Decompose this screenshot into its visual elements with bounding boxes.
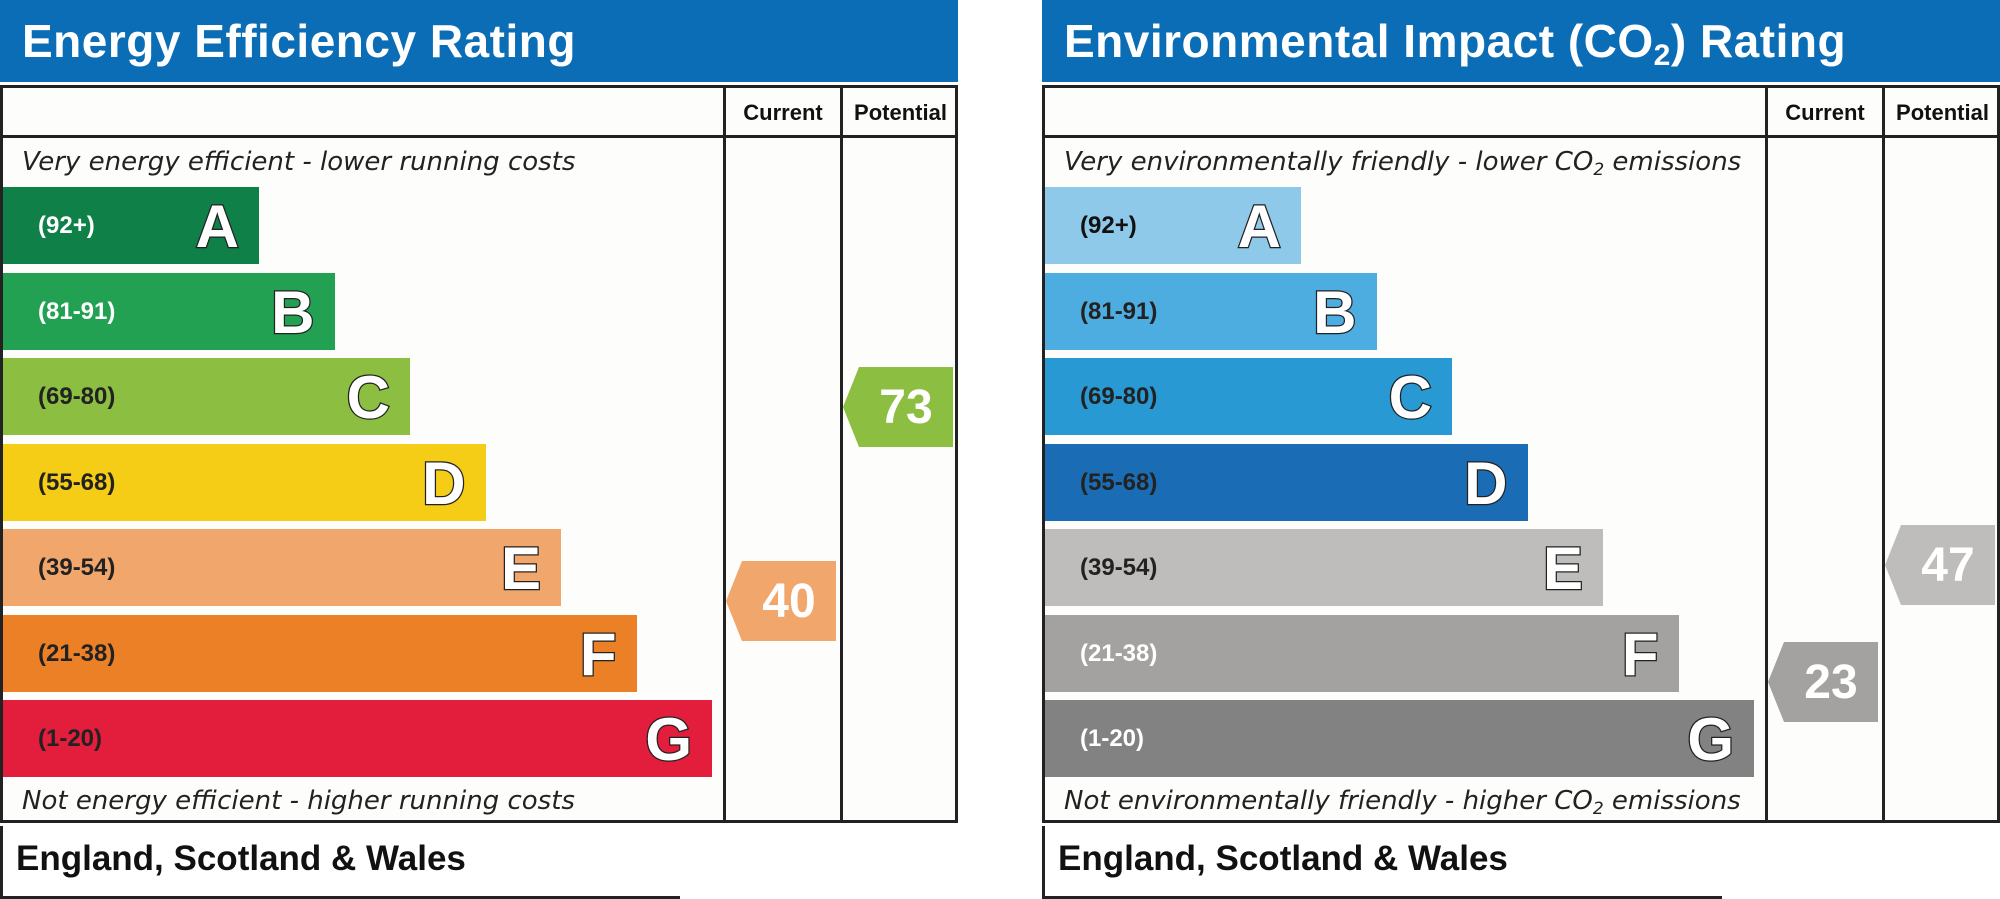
band-range-label: (92+) — [1080, 212, 1137, 239]
potential-rating-marker: 73 — [843, 367, 953, 447]
band-range-label: (81-91) — [38, 297, 116, 325]
potential-column-header: Potential — [854, 100, 947, 125]
rating-band-a: (92+) A — [3, 187, 259, 264]
band-range-label: (81-91) — [1080, 297, 1158, 325]
potential-rating-value: 47 — [1921, 539, 1975, 592]
column-divider — [723, 88, 726, 820]
top-caption-subscript: 2 — [1593, 160, 1605, 180]
environmental-impact-panel: Environmental Impact (CO2) Rating Curren… — [1042, 0, 2000, 899]
energy-efficiency-title: Energy Efficiency Rating — [0, 0, 958, 82]
column-divider — [840, 88, 843, 820]
band-range-label: (39-54) — [1080, 554, 1158, 581]
current-column-header: Current — [743, 100, 823, 125]
environmental-impact-title-text: Environmental Impact (CO — [1064, 15, 1654, 67]
environmental-impact-chart-frame: Current Potential Very environmentally f… — [1042, 85, 2000, 823]
column-divider — [1765, 88, 1768, 820]
band-letter: G — [644, 705, 693, 775]
potential-rating-marker: 47 — [1885, 525, 1995, 605]
top-caption: Very energy efficient - lower running co… — [22, 147, 576, 177]
potential-column-header: Potential — [1896, 100, 1989, 125]
band-range-label: (21-38) — [38, 639, 116, 667]
band-letter: C — [1387, 363, 1433, 433]
rating-band-e: (39-54) E — [1045, 529, 1603, 606]
potential-rating-arrow — [1885, 525, 1995, 605]
band-range-label: (92+) — [38, 212, 95, 239]
rating-band-c: (69-80) C — [1045, 358, 1452, 435]
rating-band-f: (21-38) F — [1045, 614, 1679, 692]
energy-efficiency-panel: Energy Efficiency Rating Current Potenti… — [0, 0, 958, 899]
top-caption: Very environmentally friendly - lower CO… — [1064, 147, 1741, 180]
band-letter: G — [1686, 705, 1735, 775]
rating-band-g: (1-20) G — [3, 700, 712, 777]
band-letter: F — [1621, 619, 1660, 689]
rating-band-d: (55-68) D — [3, 443, 486, 521]
region-footer: England, Scotland & Wales — [0, 826, 680, 899]
rating-band-b: (81-91) B — [1045, 272, 1377, 350]
rating-band-d: (55-68) D — [1045, 443, 1528, 521]
band-range-label: (55-68) — [1080, 468, 1158, 496]
region-footer: England, Scotland & Wales — [1042, 826, 1722, 899]
band-range-label: (39-54) — [38, 554, 116, 581]
band-letter: A — [194, 192, 240, 262]
current-rating-value: 40 — [762, 575, 816, 628]
band-range-label: (1-20) — [1080, 725, 1145, 752]
bottom-caption: Not environmentally friendly - higher CO… — [1064, 786, 1741, 819]
band-letter: E — [1542, 534, 1585, 604]
bottom-caption-subscript: 2 — [1592, 799, 1604, 819]
current-rating-arrow — [1768, 642, 1878, 722]
header-divider — [1045, 135, 1997, 138]
band-letter: E — [500, 534, 543, 604]
rating-band-c: (69-80) C — [3, 358, 410, 435]
band-letter: B — [1312, 277, 1358, 347]
bottom-caption: Not energy efficient - higher running co… — [22, 786, 575, 816]
header-divider — [3, 135, 955, 138]
title-subscript: 2 — [1653, 39, 1671, 72]
band-letter: B — [270, 277, 316, 347]
band-range-label: (69-80) — [1080, 383, 1158, 410]
energy-efficiency-chart-frame: Current Potential Very energy efficient … — [0, 85, 958, 823]
band-range-label: (21-38) — [1080, 639, 1158, 667]
current-rating-marker: 23 — [1768, 642, 1878, 722]
rating-band-a: (92+) A — [1045, 187, 1301, 264]
column-divider — [1882, 88, 1885, 820]
current-rating-arrow — [726, 561, 836, 641]
band-letter: A — [1236, 192, 1282, 262]
band-range-label: (55-68) — [38, 468, 116, 496]
rating-band-b: (81-91) B — [3, 272, 335, 350]
band-letter: D — [1463, 448, 1509, 518]
current-column-header: Current — [1785, 100, 1865, 125]
rating-band-f: (21-38) F — [3, 614, 637, 692]
title-suffix: ) Rating — [1670, 15, 1847, 67]
potential-rating-value: 73 — [879, 381, 933, 434]
current-rating-marker: 40 — [726, 561, 836, 641]
energy-efficiency-title-text: Energy Efficiency Rating — [22, 15, 576, 67]
current-rating-value: 23 — [1804, 656, 1858, 709]
rating-band-e: (39-54) E — [3, 529, 561, 606]
band-letter: F — [579, 619, 618, 689]
band-letter: D — [421, 448, 467, 518]
band-letter: C — [345, 363, 391, 433]
bottom-caption-text: Not environmentally friendly - higher CO — [1064, 786, 1593, 816]
potential-rating-arrow — [843, 367, 953, 447]
band-range-label: (69-80) — [38, 383, 116, 410]
band-range-label: (1-20) — [38, 725, 103, 752]
top-caption-suffix: emissions — [1604, 147, 1742, 177]
rating-band-g: (1-20) G — [1045, 700, 1754, 777]
top-caption-text: Very environmentally friendly - lower CO — [1064, 147, 1594, 177]
bottom-caption-suffix: emissions — [1603, 786, 1741, 816]
environmental-impact-title: Environmental Impact (CO2) Rating — [1042, 0, 2000, 82]
